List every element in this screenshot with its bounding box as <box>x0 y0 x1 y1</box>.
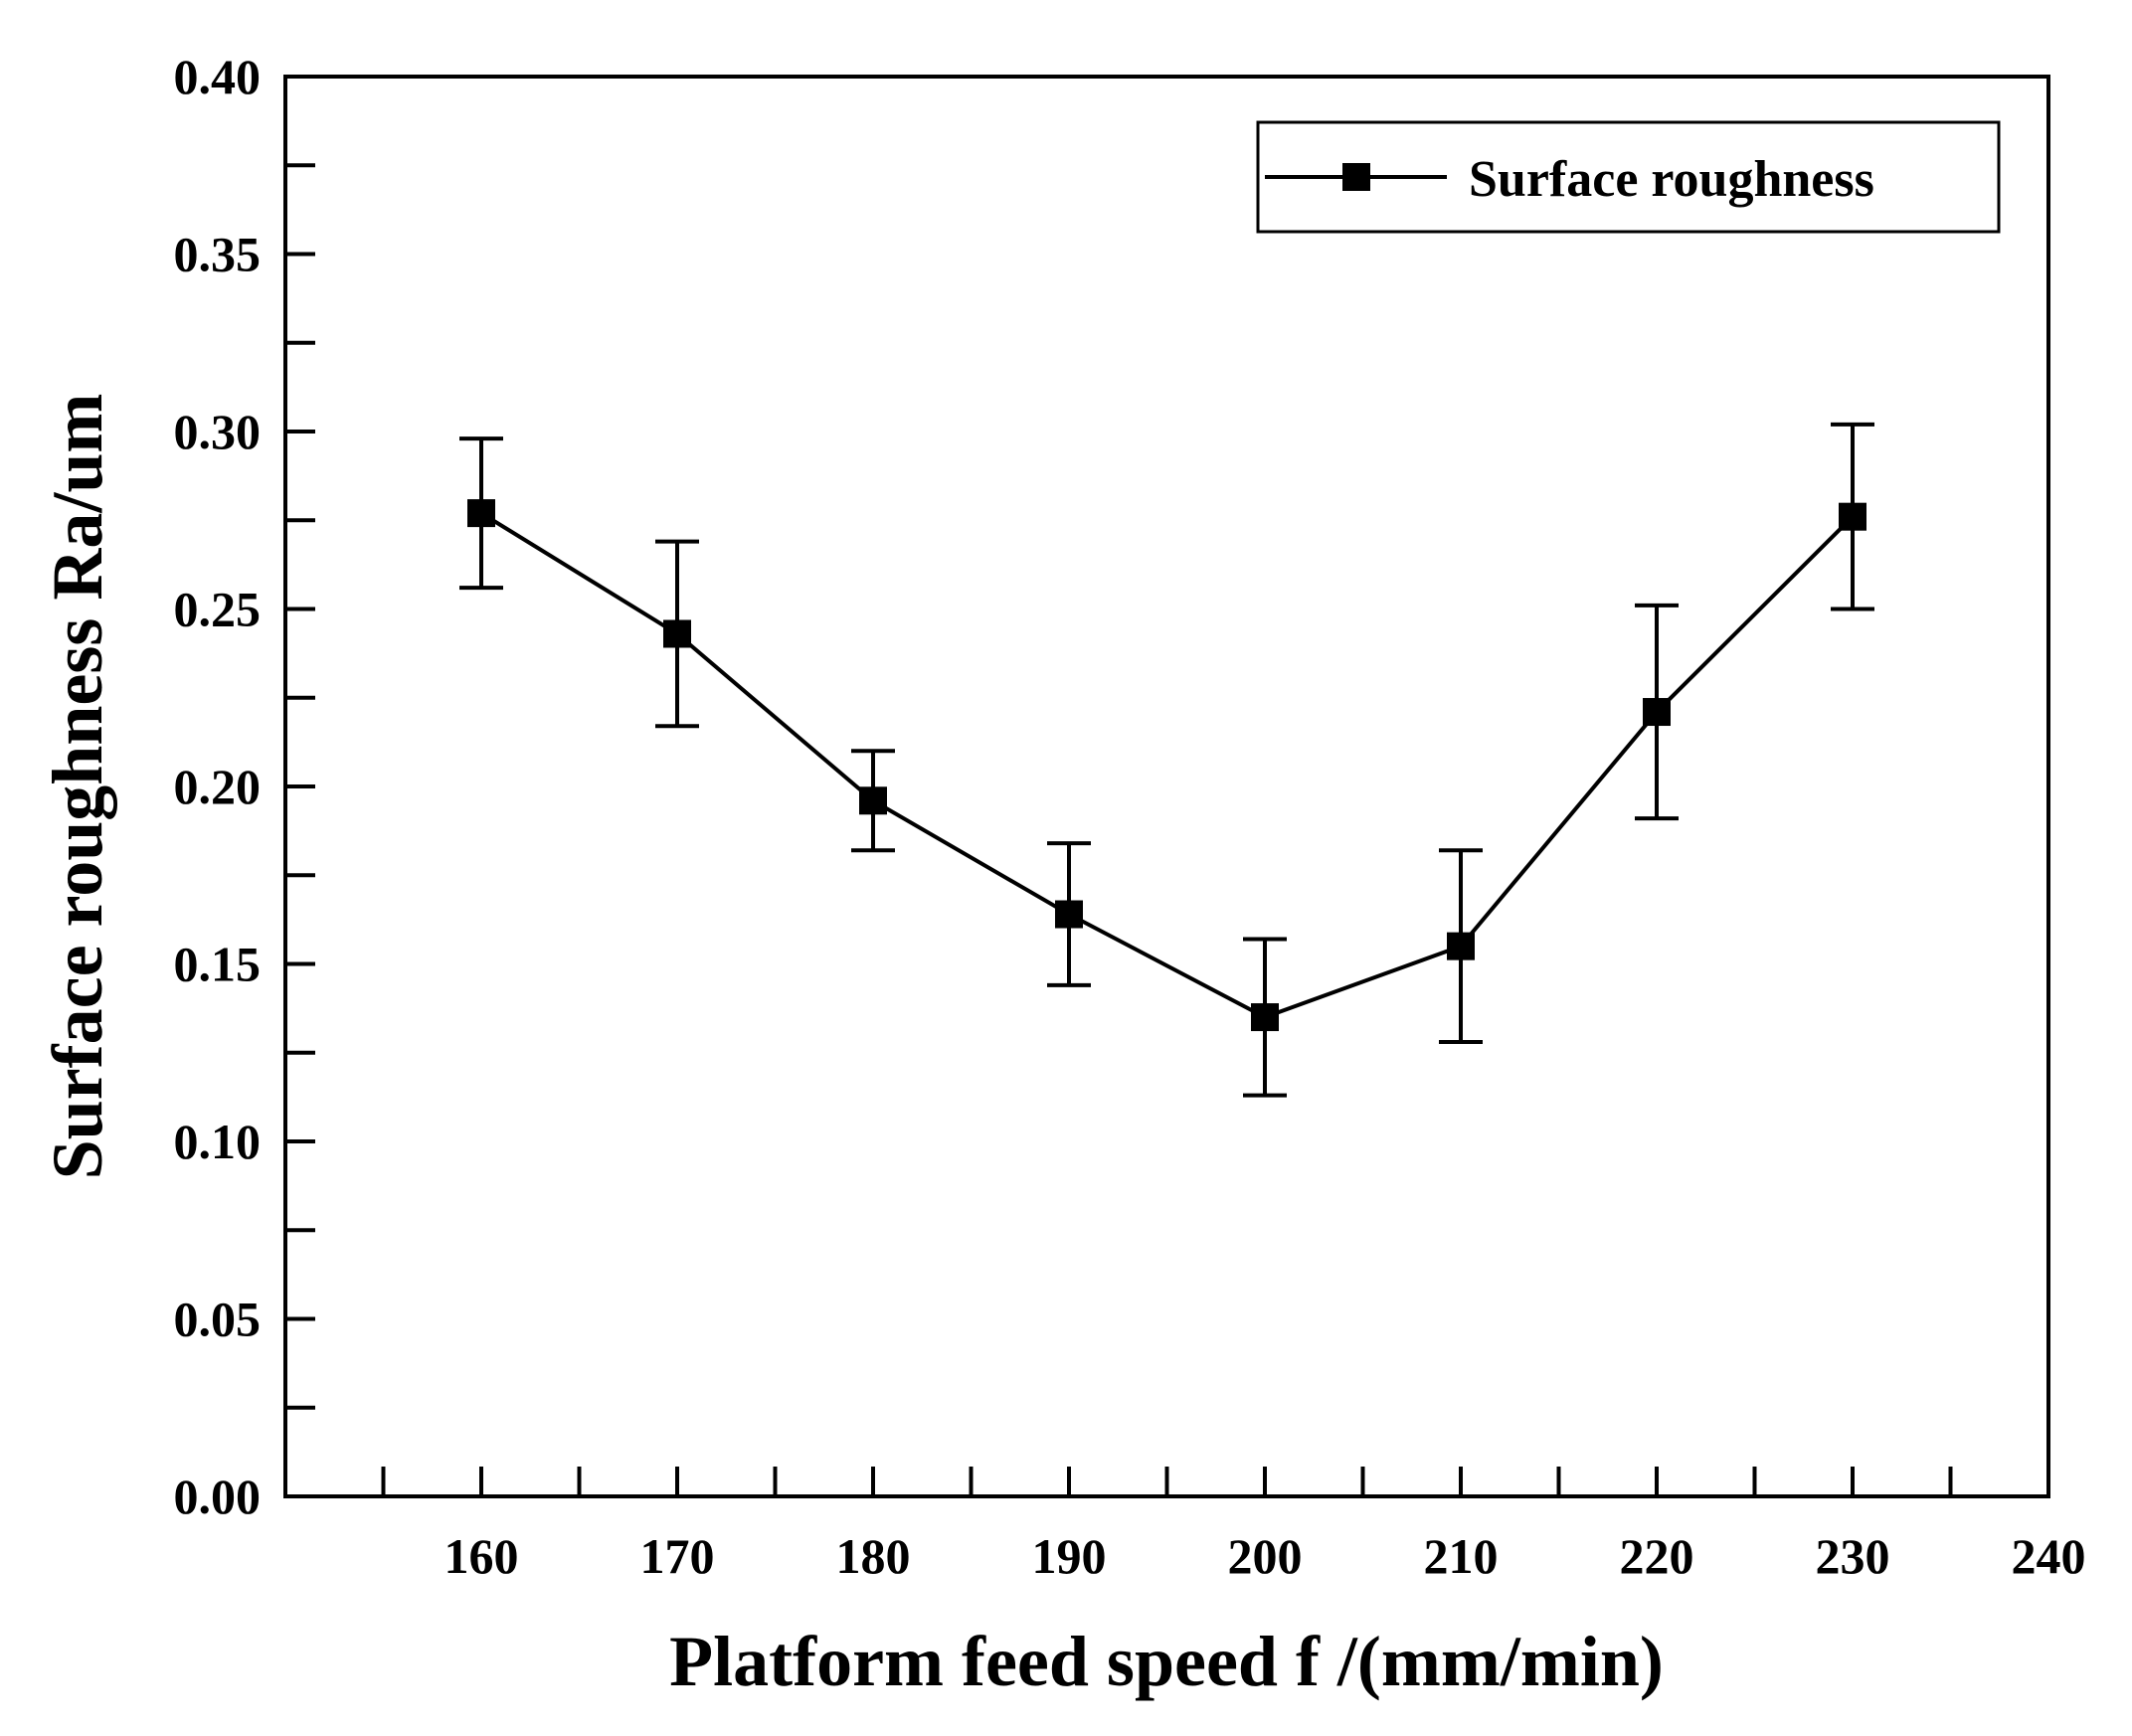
x-tick-label: 210 <box>1424 1528 1499 1584</box>
legend-marker-sample <box>1342 163 1370 191</box>
x-tick-label: 220 <box>1620 1528 1694 1584</box>
axis-ticks <box>285 163 2050 1496</box>
series-line <box>479 511 1855 1020</box>
x-tick-label: 180 <box>836 1528 911 1584</box>
x-axis-title: Platform feed speed f /(mm/min) <box>669 1622 1664 1701</box>
data-point <box>1839 502 1866 531</box>
legend: Surface roughness <box>1256 120 2001 234</box>
data-point <box>663 619 691 648</box>
y-tick-label: 0.35 <box>174 227 262 282</box>
data-point <box>467 499 495 528</box>
data-point <box>1251 1003 1279 1032</box>
data-point <box>859 786 887 815</box>
x-tick-label: 230 <box>1816 1528 1890 1584</box>
x-tick-label: 170 <box>640 1528 715 1584</box>
x-tick-label: 240 <box>2012 1528 2086 1584</box>
plot-frame <box>283 75 2050 1498</box>
y-axis-title: Surface roughness Ra/um <box>38 394 117 1180</box>
y-tick-label: 0.25 <box>174 582 262 637</box>
series-layer <box>459 422 1874 1098</box>
y-tick-label: 0.20 <box>174 759 262 814</box>
axis-tick-labels: 160 170 180 190 200 210 220 230 240 0.00 0.05 0.10 0… <box>174 49 2086 1584</box>
x-tick-label: 160 <box>444 1528 519 1584</box>
legend-label: Surface roughness <box>1469 151 1874 208</box>
y-tick-label: 0.10 <box>174 1114 262 1169</box>
y-tick-label: 0.40 <box>174 49 262 104</box>
y-tick-label: 0.15 <box>174 937 262 992</box>
x-tick-label: 190 <box>1032 1528 1107 1584</box>
data-point <box>1643 698 1671 727</box>
y-tick-label: 0.30 <box>174 404 262 459</box>
x-tick-label: 200 <box>1228 1528 1303 1584</box>
y-tick-label: 0.00 <box>174 1469 262 1524</box>
data-point <box>1055 900 1083 929</box>
data-point <box>1447 932 1475 960</box>
y-tick-label: 0.05 <box>174 1292 262 1347</box>
